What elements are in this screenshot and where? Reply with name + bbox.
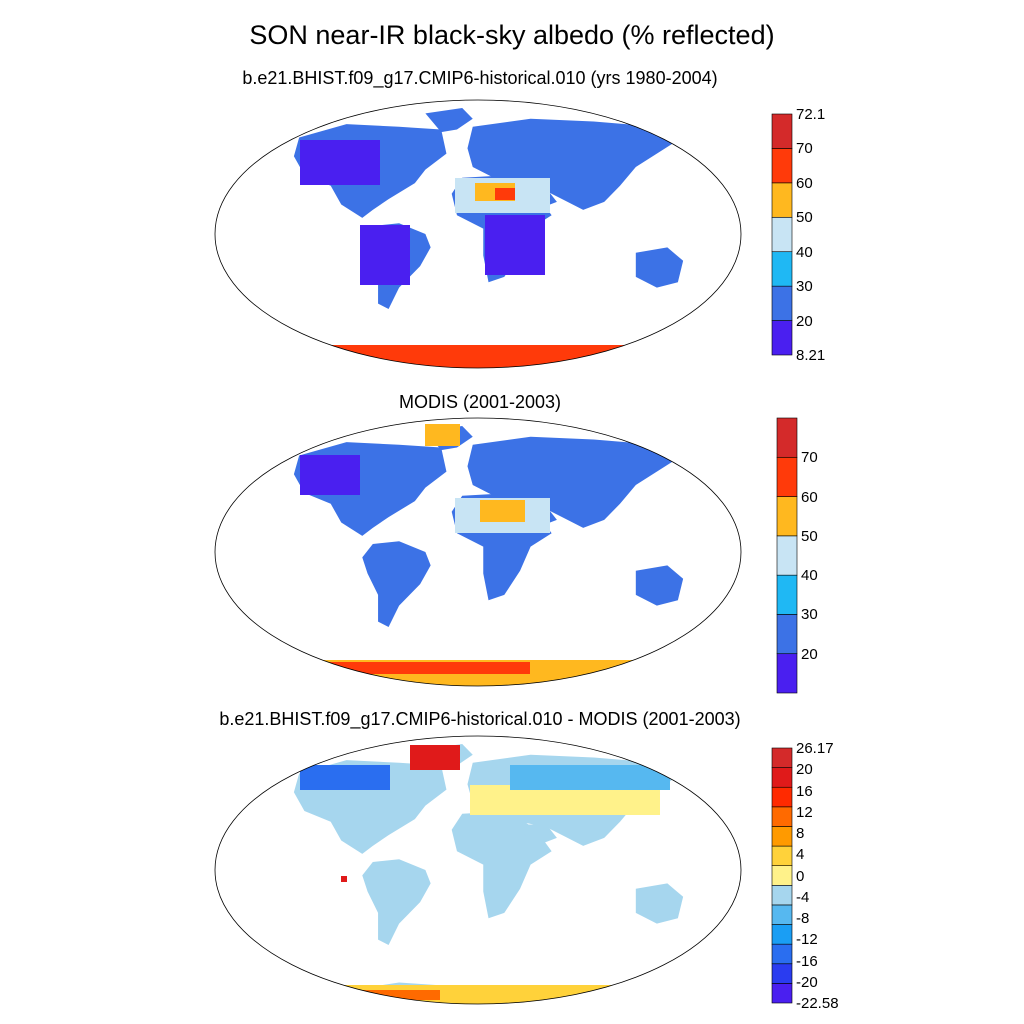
colorbar-1-label: 60 — [796, 174, 813, 192]
colorbar-3-swatch — [771, 767, 793, 788]
panel-2-title: MODIS (2001-2003) — [398, 392, 562, 412]
colorbar-1-label: 8.21 — [796, 347, 826, 364]
colorbar-3-swatch — [771, 806, 793, 827]
colorbar-2-label: 20 — [801, 645, 818, 663]
colorbar-3-swatch — [771, 943, 793, 965]
colorbar-2-swatch — [776, 417, 798, 458]
colorbar-3-swatch — [771, 885, 793, 906]
panel-2-map — [214, 417, 742, 687]
colorbar-3-swatch — [771, 826, 793, 847]
colorbar-1-label: 30 — [796, 278, 813, 296]
colorbar-2-swatch — [776, 653, 798, 694]
colorbar-2-label: 30 — [801, 606, 818, 624]
colorbar-2-swatch — [776, 574, 798, 615]
colorbar-1-swatch — [771, 320, 793, 356]
colorbar-3-swatch — [771, 845, 793, 866]
colorbar-2-swatch — [776, 535, 798, 576]
colorbar-2-swatch — [776, 496, 798, 537]
colorbar-2-label: 40 — [801, 567, 818, 585]
colorbar-1-swatch — [771, 216, 793, 253]
colorbar-3-swatch — [771, 924, 793, 945]
colorbar-3-label: 16 — [796, 782, 813, 800]
colorbar-1 — [771, 113, 793, 356]
colorbar-3-swatch — [771, 983, 793, 1004]
colorbar-3-label: 20 — [796, 761, 813, 779]
colorbar-1-swatch — [771, 148, 793, 184]
colorbar-3-label: 0 — [796, 867, 805, 885]
colorbar-1-swatch — [771, 113, 793, 149]
colorbar-1-label: 40 — [796, 243, 813, 261]
colorbar-3-label: 8 — [796, 825, 805, 842]
panel-3-map — [214, 735, 742, 1005]
colorbar-3-label: 4 — [796, 846, 805, 864]
panel-1-title: b.e21.BHIST.f09_g17.CMIP6-historical.010… — [242, 68, 718, 88]
colorbar-1-swatch — [771, 285, 793, 321]
colorbar-3-label: -20 — [796, 973, 818, 991]
colorbar-2-swatch — [776, 456, 798, 497]
panel-3-title: b.e21.BHIST.f09_g17.CMIP6-historical.010… — [219, 709, 741, 729]
colorbar-2-label: 60 — [801, 488, 818, 506]
colorbar-3-label: -12 — [796, 931, 818, 949]
colorbar-2-swatch — [776, 614, 798, 655]
colorbar-3-label: -22.58 — [796, 995, 839, 1012]
colorbar-2-label: 70 — [801, 449, 818, 467]
panel-1-map — [214, 99, 742, 369]
colorbar-3-swatch — [771, 865, 793, 886]
colorbar-1-label: 20 — [796, 312, 813, 330]
colorbar-1-swatch — [771, 251, 793, 287]
colorbar-3-swatch — [771, 786, 793, 808]
colorbar-1-label: 70 — [796, 140, 813, 158]
colorbar-3-label: 12 — [796, 803, 813, 821]
colorbar-3-swatch — [771, 963, 793, 984]
colorbar-3-label: -4 — [796, 888, 810, 906]
colorbar-3-swatch — [771, 904, 793, 925]
colorbar-1-label: 50 — [796, 209, 813, 227]
colorbar-1-swatch — [771, 182, 793, 218]
colorbar-3-swatch — [771, 747, 793, 768]
colorbar-3-label: -16 — [796, 952, 818, 970]
figure-title: SON near-IR black-sky albedo (% reflecte… — [249, 20, 775, 50]
colorbar-1-label: 72.1 — [796, 106, 826, 123]
colorbar-2 — [776, 417, 798, 694]
colorbar-2-label: 50 — [801, 527, 818, 545]
colorbar-3 — [771, 747, 793, 1004]
colorbar-3-label: 26.17 — [796, 740, 834, 757]
colorbar-3-label: -8 — [796, 910, 810, 927]
